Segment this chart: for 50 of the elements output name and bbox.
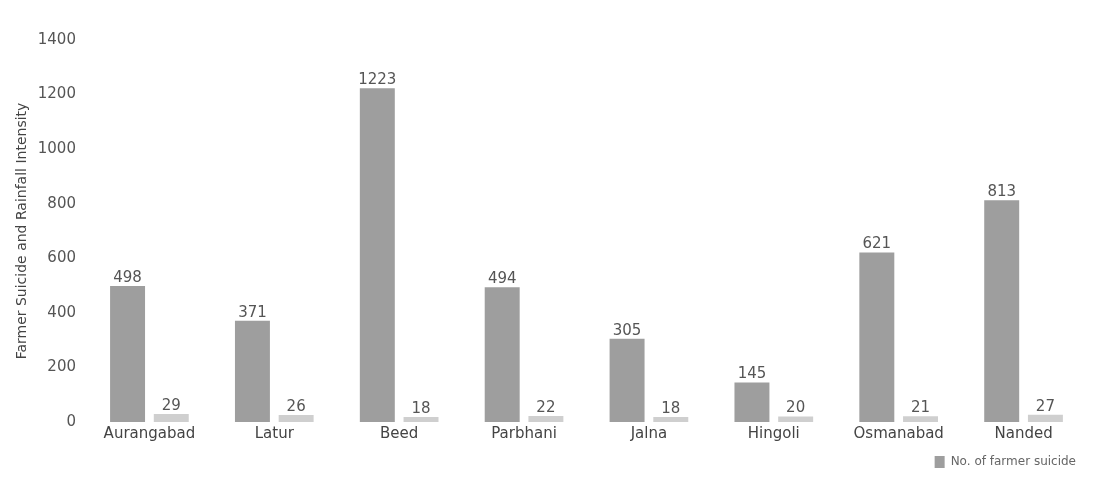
bar — [278, 414, 314, 422]
bar — [984, 200, 1020, 422]
data-label: 494 — [487, 269, 517, 288]
y-tick-label: 600 — [47, 248, 76, 267]
bar — [609, 338, 645, 422]
bar — [528, 416, 564, 422]
data-label: 813 — [987, 182, 1017, 201]
legend-label: No. of farmer suicide — [950, 454, 1077, 469]
x-tick-label: Osmanabad — [853, 423, 944, 442]
bar — [359, 88, 395, 422]
data-label: 18 — [411, 398, 431, 417]
x-tick-label: Aurangabad — [103, 423, 196, 442]
y-tick-label: 200 — [47, 357, 76, 376]
y-tick-label: 0 — [66, 411, 76, 430]
bar — [778, 416, 814, 422]
x-tick-label: Nanded — [994, 423, 1053, 442]
y-tick-label: 400 — [47, 302, 76, 321]
x-tick-label: Hingoli — [747, 423, 800, 442]
y-axis-title: Farmer Suicide and Rainfall Intensity — [13, 102, 30, 360]
x-tick-label: Parbhani — [491, 423, 557, 442]
bar — [403, 417, 439, 422]
bar — [484, 287, 520, 422]
data-label: 26 — [286, 396, 306, 415]
bar — [859, 252, 895, 422]
x-tick-label: Latur — [254, 423, 295, 442]
y-tick-label: 1400 — [37, 29, 76, 48]
x-tick-label: Jalna — [629, 423, 668, 442]
data-label: 498 — [113, 268, 142, 287]
data-label: 29 — [161, 395, 181, 414]
x-tick-label: Beed — [380, 423, 419, 442]
y-tick-label: 800 — [47, 193, 76, 212]
data-label: 18 — [661, 398, 681, 417]
data-label: 20 — [786, 398, 806, 417]
bar — [653, 417, 689, 422]
data-label: 145 — [737, 364, 767, 383]
data-label: 22 — [536, 397, 556, 416]
y-tick-label: 1200 — [37, 84, 76, 103]
bar — [1027, 414, 1063, 422]
data-label: 305 — [612, 320, 642, 339]
data-label: 21 — [910, 398, 931, 417]
data-label: 27 — [1035, 396, 1055, 415]
y-tick-label: 1000 — [37, 139, 76, 158]
bar — [734, 382, 770, 422]
data-label: 371 — [238, 302, 267, 321]
bar — [903, 416, 939, 422]
bar — [234, 320, 270, 422]
data-label: 621 — [862, 234, 892, 253]
bar — [110, 286, 146, 422]
bar — [153, 414, 189, 422]
data-label: 1223 — [358, 70, 397, 89]
